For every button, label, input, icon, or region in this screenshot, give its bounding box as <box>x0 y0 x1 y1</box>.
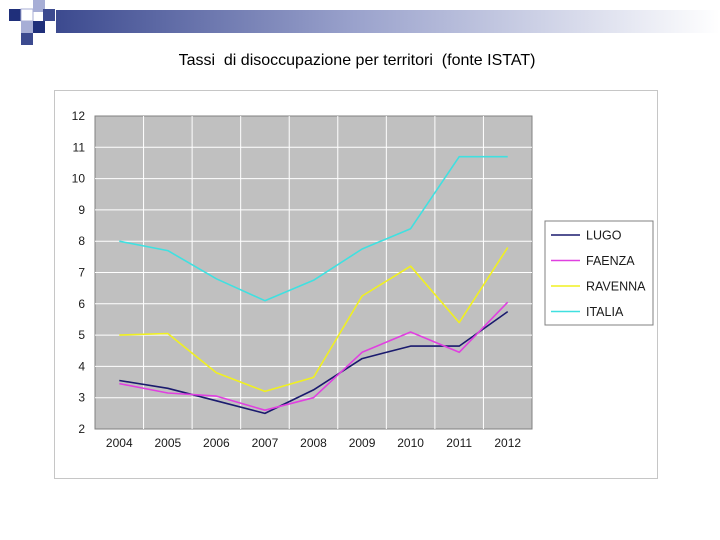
y-tick-label: 5 <box>78 328 85 342</box>
series-line-faenza <box>119 301 509 412</box>
deco-square <box>43 9 55 21</box>
y-tick-label: 6 <box>78 297 85 311</box>
deco-square <box>33 0 45 12</box>
deco-square <box>21 33 33 45</box>
y-tick-label: 9 <box>78 203 85 217</box>
y-tick-label: 4 <box>78 359 85 373</box>
legend-label: ITALIA <box>586 305 624 319</box>
y-tick-label: 2 <box>78 422 85 436</box>
series-line-ravenna <box>119 247 509 393</box>
x-tick-label: 2008 <box>300 436 327 450</box>
y-tick-label: 10 <box>72 172 86 186</box>
legend-label: FAENZA <box>586 254 635 268</box>
x-tick-label: 2006 <box>203 436 230 450</box>
x-tick-label: 2007 <box>252 436 279 450</box>
page-title: Tassi di disoccupazione per territori (f… <box>178 52 536 69</box>
header-gradient-band <box>56 10 720 33</box>
legend-box <box>544 220 654 326</box>
y-tick-label: 7 <box>78 266 85 280</box>
y-tick-label: 12 <box>72 109 86 123</box>
deco-square <box>21 21 33 33</box>
chart-frame: 2 3 4 5 6 7 8 9 10 11 12 2004 2005 2006 2007 2008 2009 20… <box>54 90 658 479</box>
legend-label: RAVENNA <box>586 280 646 294</box>
x-tick-label: 2010 <box>397 436 424 450</box>
x-tick-label: 2012 <box>494 436 521 450</box>
y-tick-label: 11 <box>73 140 86 154</box>
legend-label: LUGO <box>586 229 622 243</box>
deco-square <box>20 8 34 22</box>
x-tick-label: 2005 <box>154 436 181 450</box>
y-tick-label: 8 <box>78 234 85 248</box>
series-line-italia <box>119 155 508 302</box>
x-tick-label: 2009 <box>349 436 376 450</box>
x-tick-label: 2004 <box>106 436 133 450</box>
header-decoration <box>9 0 720 45</box>
line-chart: 2 3 4 5 6 7 8 9 10 11 12 2004 2005 2006 2007 2008 2009 20… <box>72 109 654 450</box>
deco-square <box>9 9 21 21</box>
x-tick-label: 2011 <box>446 436 472 450</box>
deco-square <box>33 21 45 33</box>
y-tick-label: 3 <box>78 391 85 405</box>
